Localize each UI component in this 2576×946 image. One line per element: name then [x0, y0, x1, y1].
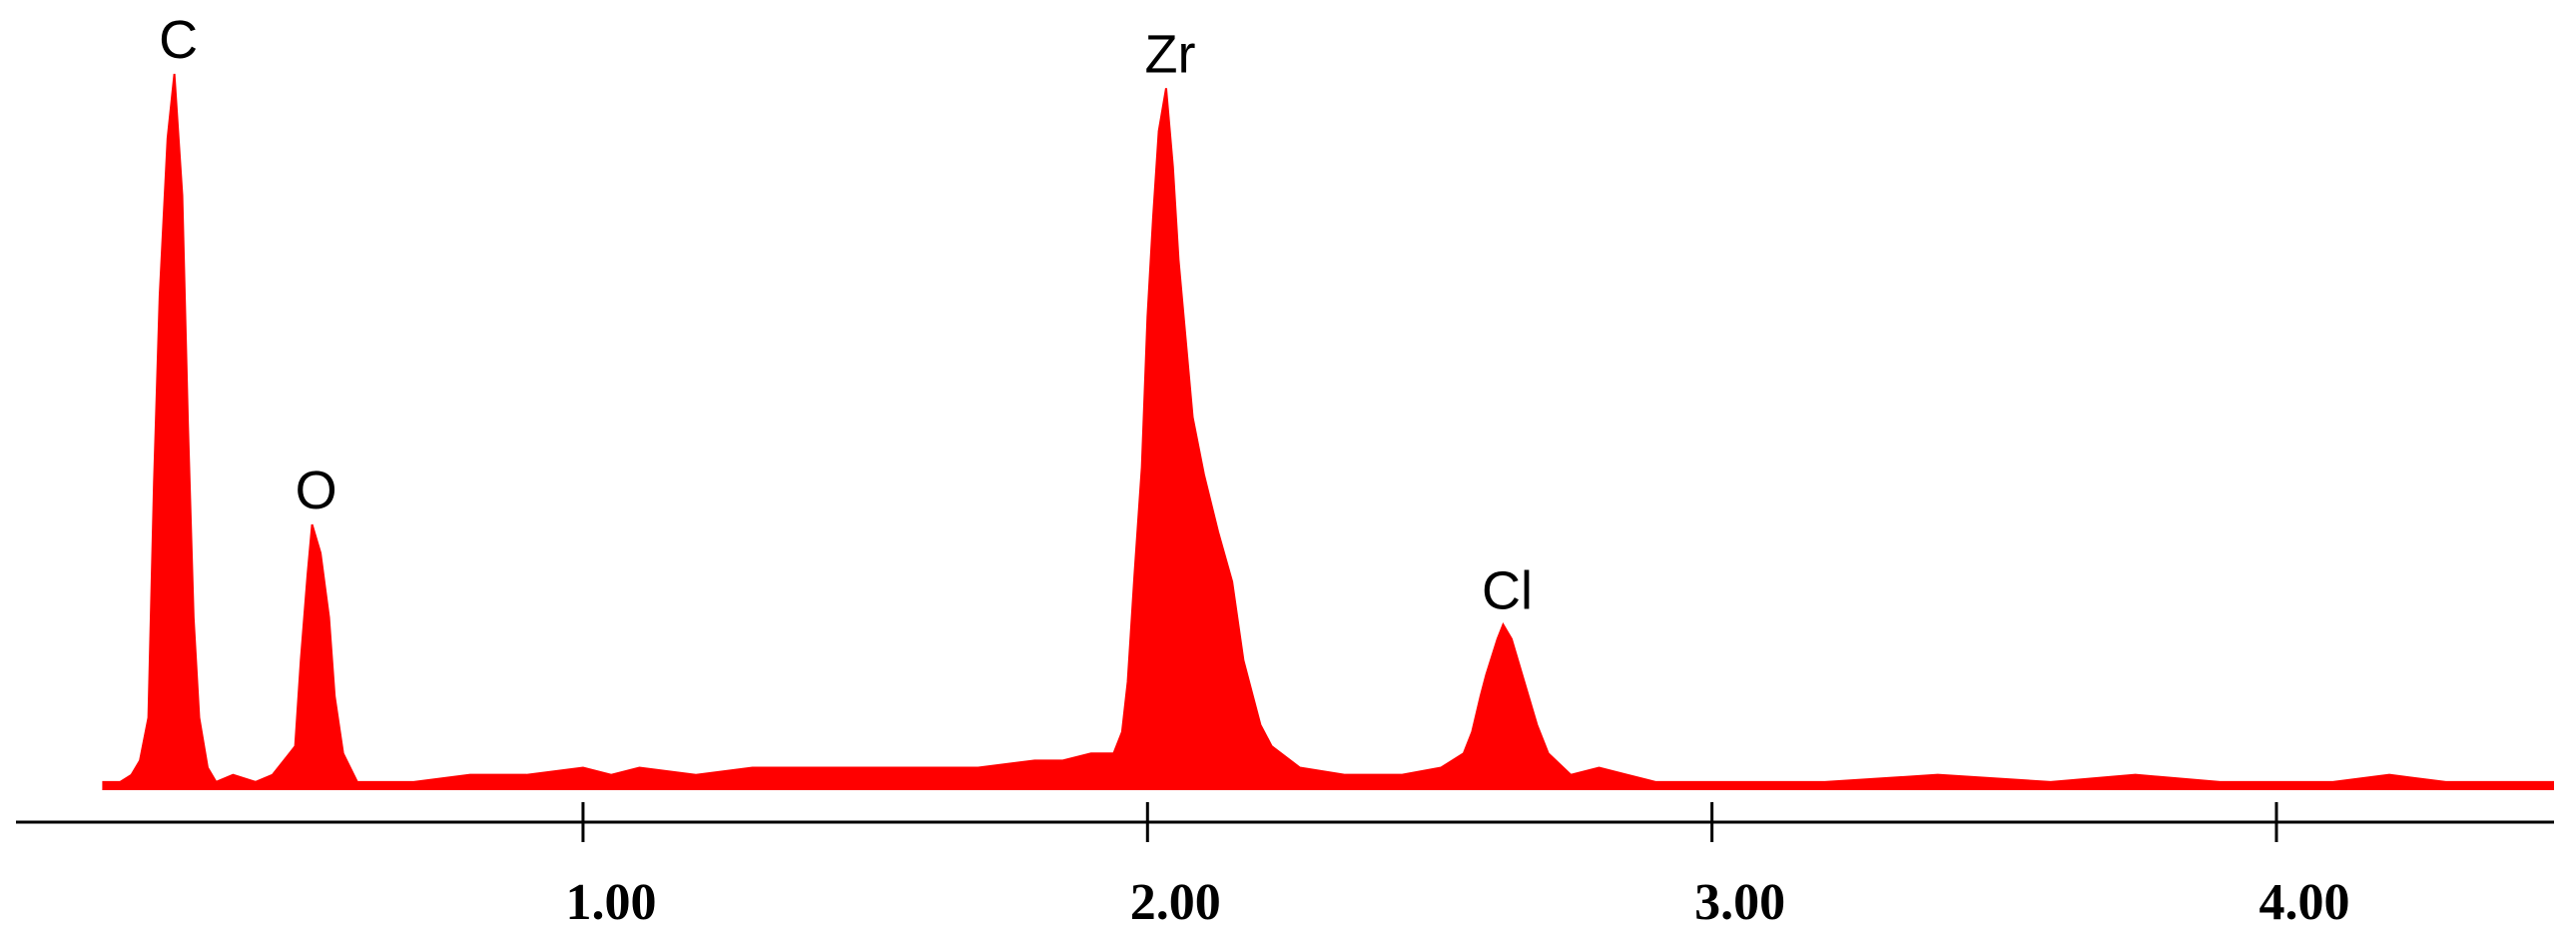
spectrum: [102, 73, 2554, 790]
x-tick-label: 3.00: [1694, 874, 1785, 931]
x-tick-label: 1.00: [565, 874, 656, 931]
x-tick-label: 2.00: [1130, 874, 1221, 931]
peak-label: C: [159, 10, 198, 70]
peak-label: Cl: [1482, 560, 1533, 620]
x-tick-label: 4.00: [2258, 874, 2349, 931]
peak-label: Zr: [1144, 24, 1195, 84]
peak-label: O: [296, 461, 337, 520]
